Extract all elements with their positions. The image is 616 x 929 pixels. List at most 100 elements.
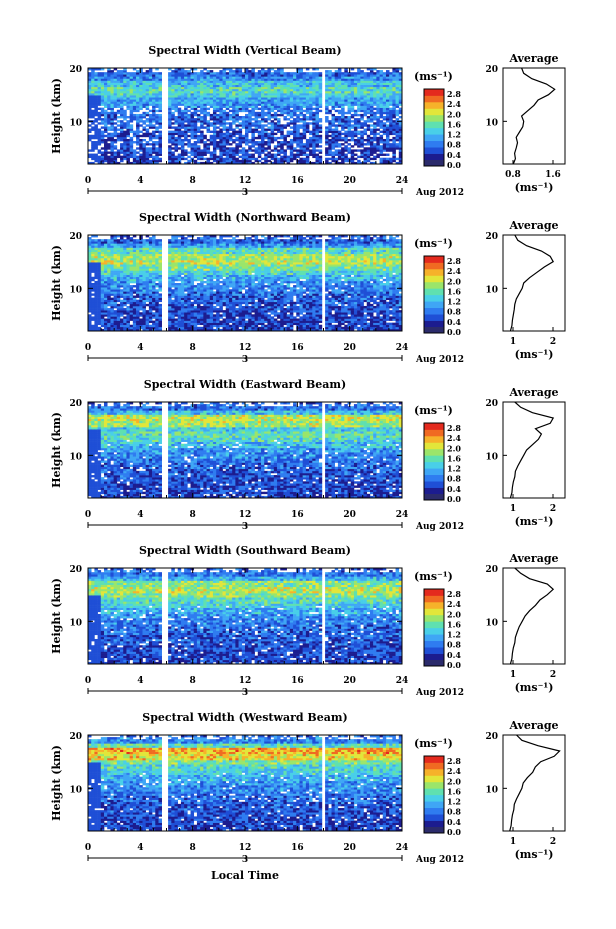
heatmap-cell bbox=[270, 93, 275, 96]
heatmap-cell bbox=[139, 130, 143, 133]
heatmap-cell bbox=[385, 124, 390, 127]
heatmap-cell bbox=[251, 113, 255, 117]
heatmap-cell bbox=[344, 118, 348, 121]
heatmap-cell bbox=[196, 151, 201, 154]
heatmap-cell bbox=[392, 113, 396, 117]
heatmap-cell bbox=[88, 84, 92, 88]
heatmap-cell bbox=[155, 74, 159, 77]
heatmap-cell bbox=[97, 84, 102, 88]
heatmap-cell bbox=[107, 151, 111, 154]
heatmap-cell bbox=[305, 128, 310, 131]
heatmap-cell bbox=[107, 84, 111, 88]
heatmap-cell bbox=[261, 161, 265, 165]
heatmap-cell bbox=[104, 253, 108, 257]
heatmap-cell bbox=[116, 86, 121, 90]
heatmap-cell bbox=[152, 105, 156, 108]
heatmap-cell bbox=[331, 88, 336, 92]
heatmap-cell bbox=[94, 322, 98, 326]
heatmap-cell bbox=[123, 272, 127, 275]
heatmap-cell bbox=[363, 155, 368, 159]
heatmap-cell bbox=[104, 78, 108, 81]
heatmap-cell bbox=[148, 245, 153, 248]
heatmap-cell bbox=[357, 136, 361, 140]
heatmap-cell bbox=[286, 80, 291, 83]
heatmap-cell bbox=[357, 80, 361, 83]
heatmap-cell bbox=[289, 90, 294, 94]
heatmap-cell bbox=[280, 97, 284, 100]
heatmap-cell bbox=[155, 239, 159, 242]
heatmap-cell bbox=[136, 328, 140, 332]
heatmap-cell bbox=[100, 99, 105, 102]
heatmap-cell bbox=[187, 84, 191, 88]
heatmap-cell bbox=[357, 141, 361, 144]
heatmap-cell bbox=[148, 109, 153, 113]
heatmap-cell bbox=[369, 70, 374, 73]
heatmap-cell bbox=[334, 78, 339, 81]
heatmap-cell bbox=[148, 318, 153, 321]
heatmap-cell bbox=[152, 253, 156, 257]
heatmap-cell bbox=[171, 126, 175, 129]
heatmap-cell bbox=[129, 247, 134, 250]
heatmap-cell bbox=[94, 109, 98, 113]
heatmap-cell bbox=[110, 126, 114, 129]
heatmap-cell bbox=[100, 245, 105, 248]
heatmap-cell bbox=[110, 74, 114, 77]
heatmap-cell bbox=[136, 101, 140, 104]
heatmap-cell bbox=[180, 253, 185, 257]
heatmap-cell bbox=[392, 72, 396, 75]
heatmap-cell bbox=[347, 101, 352, 104]
heatmap-cell bbox=[177, 90, 182, 94]
heatmap-cell bbox=[152, 126, 156, 129]
heatmap-cell bbox=[235, 147, 239, 150]
heatmap-cell bbox=[107, 328, 111, 332]
heatmap-cell bbox=[132, 109, 137, 113]
heatmap-cell bbox=[293, 74, 297, 77]
heatmap-cell bbox=[129, 310, 134, 313]
heatmap-cell bbox=[113, 283, 118, 286]
heatmap-cell bbox=[350, 113, 355, 117]
heatmap-cell bbox=[373, 138, 377, 142]
heatmap-cell bbox=[174, 149, 179, 152]
heatmap-cell bbox=[331, 134, 336, 138]
heatmap-cell bbox=[94, 255, 98, 259]
heatmap-cell bbox=[334, 157, 339, 161]
heatmap-cell bbox=[245, 70, 249, 73]
heatmap-cell bbox=[241, 105, 246, 108]
heatmap-cell bbox=[289, 130, 294, 133]
heatmap-cell bbox=[116, 241, 121, 244]
heatmap-cell bbox=[91, 316, 95, 319]
heatmap-cell bbox=[193, 161, 198, 165]
heatmap-cell bbox=[235, 99, 239, 102]
heatmap-cell bbox=[366, 82, 371, 85]
heatmap-cell bbox=[177, 245, 182, 248]
heatmap-cell bbox=[241, 99, 246, 102]
heatmap-cell bbox=[312, 128, 316, 131]
heatmap-cell bbox=[238, 122, 243, 125]
heatmap-cell bbox=[126, 243, 130, 246]
heatmap-cell bbox=[312, 134, 316, 138]
heatmap-cell bbox=[145, 161, 150, 165]
heatmap-cell bbox=[100, 82, 105, 85]
heatmap-cell bbox=[216, 159, 220, 163]
heatmap-cell bbox=[180, 141, 185, 144]
heatmap-cell bbox=[139, 82, 143, 85]
heatmap-cell bbox=[325, 130, 329, 133]
heatmap-cell bbox=[94, 326, 98, 330]
heatmap-cell bbox=[305, 78, 310, 81]
heatmap-cell bbox=[296, 141, 300, 144]
heatmap-cell bbox=[190, 97, 195, 100]
heatmap-cell bbox=[174, 126, 179, 129]
heatmap-cell bbox=[97, 293, 102, 296]
heatmap-cell bbox=[168, 111, 172, 115]
heatmap-cell bbox=[228, 99, 233, 102]
heatmap-cell bbox=[100, 84, 105, 88]
heatmap-cell bbox=[116, 111, 121, 115]
heatmap-cell bbox=[180, 287, 185, 290]
heatmap-cell bbox=[293, 72, 297, 75]
heatmap-cell bbox=[94, 320, 98, 323]
heatmap-cell bbox=[398, 145, 403, 148]
heatmap-cell bbox=[100, 310, 105, 313]
heatmap-cell bbox=[273, 97, 278, 100]
heatmap-cell bbox=[200, 155, 204, 159]
heatmap-cell bbox=[280, 88, 284, 92]
